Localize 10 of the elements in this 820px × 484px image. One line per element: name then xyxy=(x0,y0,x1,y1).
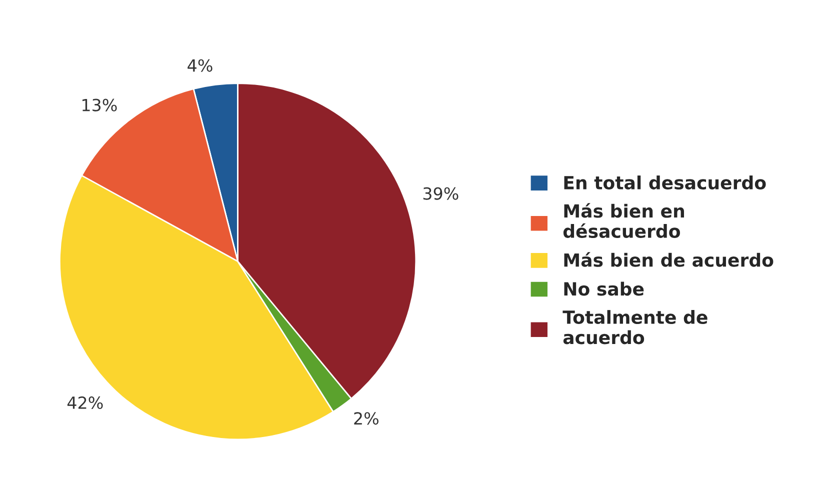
data-label: 13% xyxy=(82,98,117,112)
data-label: 42% xyxy=(67,396,103,410)
legend-label: Más bien en désacuerdo xyxy=(563,203,684,238)
data-label: 4% xyxy=(188,59,212,72)
legend-label: Más bien de acuerdo xyxy=(564,252,774,267)
legend-label: Totalmente de acuerdo xyxy=(562,310,708,344)
legend-label: No sabe xyxy=(564,282,644,296)
data-label: 2% xyxy=(354,412,378,425)
data-label: 39% xyxy=(423,187,458,200)
legend-label: En total desacuerdo xyxy=(564,176,766,190)
